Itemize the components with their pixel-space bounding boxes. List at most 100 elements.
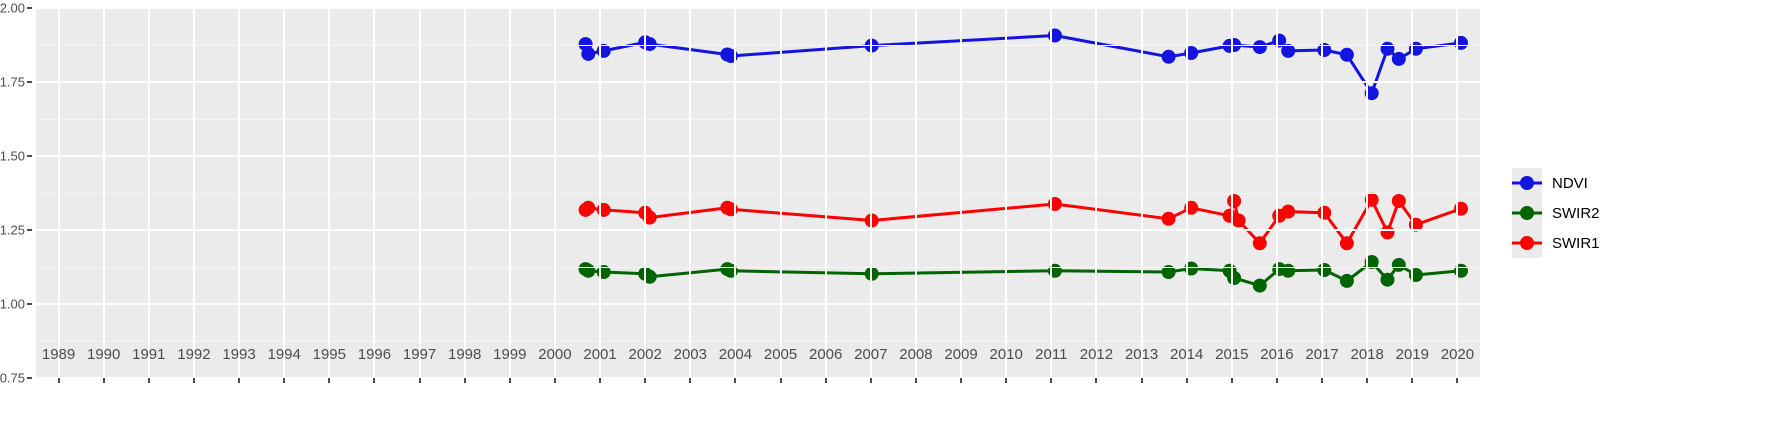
x-axis-tick-mark — [1411, 378, 1414, 383]
legend-key-icon — [1512, 198, 1542, 228]
data-point — [1339, 47, 1354, 62]
y-axis-tick-mark — [27, 303, 32, 305]
gridline-major-vertical — [1275, 8, 1278, 378]
y-axis-tick-mark — [27, 81, 32, 83]
x-axis-tick-mark — [1005, 378, 1008, 383]
gridline-major-horizontal — [36, 303, 1480, 305]
x-axis-tick-mark — [914, 378, 917, 383]
gridline-major-vertical — [1005, 8, 1008, 378]
data-point — [1184, 46, 1199, 60]
gridline-major-horizontal — [36, 8, 1480, 9]
gridline-major-vertical — [914, 8, 917, 378]
y-axis-tick-mark — [27, 155, 32, 157]
x-axis-tick-label: 2019 — [1395, 346, 1429, 363]
x-axis-tick-label: 1997 — [402, 346, 437, 363]
data-point — [723, 49, 738, 63]
series-swir2 — [578, 255, 1468, 293]
data-point — [1227, 271, 1242, 285]
data-point — [581, 200, 596, 215]
x-axis-tick-label: 2006 — [809, 346, 843, 363]
x-axis-tick-label: 2001 — [583, 346, 617, 363]
data-point — [1281, 43, 1296, 58]
data-point — [1161, 49, 1176, 64]
gridline-major-vertical — [779, 8, 782, 378]
gridline-major-vertical — [734, 8, 737, 378]
data-point — [1317, 205, 1332, 220]
x-axis-tick-label: 1996 — [357, 346, 392, 363]
gridline-major-vertical — [1321, 8, 1324, 378]
gridline-major-vertical — [508, 8, 511, 378]
x-axis-tick-mark — [1321, 378, 1324, 383]
gridline-major-vertical — [1185, 8, 1188, 378]
data-point — [1364, 255, 1379, 269]
x-axis-ticks — [36, 378, 1480, 386]
data-point — [1231, 213, 1246, 228]
legend-item-swir1[interactable]: SWIR1 — [1512, 228, 1762, 258]
x-axis-tick-mark — [1456, 378, 1459, 383]
gridline-major-vertical — [1456, 8, 1459, 378]
gridline-major-vertical — [599, 8, 602, 378]
gridline-major-vertical — [57, 8, 60, 378]
y-axis-tick-label: 1.25 — [0, 222, 25, 238]
x-axis-tick-label: 2004 — [718, 346, 753, 363]
gridline-minor-horizontal — [36, 341, 1480, 342]
data-point — [1184, 200, 1199, 215]
data-point — [642, 210, 657, 225]
gridline-major-vertical — [463, 8, 466, 378]
y-axis-tick-label: 2.00 — [0, 0, 25, 16]
x-axis-tick-mark — [1230, 378, 1233, 383]
y-axis-tick-label: 1.50 — [0, 148, 25, 164]
x-axis-tick-label: 1989 — [41, 346, 76, 363]
data-point — [1252, 278, 1267, 293]
x-axis-tick-label: 2016 — [1260, 346, 1294, 363]
gridline-major-vertical — [373, 8, 376, 378]
gridline-major-vertical — [869, 8, 872, 378]
y-axis: 0.75 1.00 1.25 1.50 1.75 2.00 — [0, 0, 34, 442]
y-axis-tick-label: 1.00 — [0, 296, 25, 312]
legend-label: SWIR1 — [1552, 234, 1600, 252]
gridline-major-vertical — [1095, 8, 1098, 378]
x-axis-tick-label: 1999 — [493, 346, 527, 363]
x-axis-tick-label: 2017 — [1305, 346, 1339, 363]
legend-key-icon — [1512, 228, 1542, 258]
x-axis-tick-label: 2009 — [944, 346, 978, 363]
x-axis-tick-mark — [147, 378, 150, 383]
x-axis-tick-mark — [644, 378, 647, 383]
gridline-minor-horizontal — [36, 45, 1480, 46]
data-point — [1339, 236, 1354, 251]
x-axis-tick-label: 1992 — [177, 346, 211, 363]
legend-item-swir2[interactable]: SWIR2 — [1512, 198, 1762, 228]
data-point — [1317, 263, 1332, 277]
x-axis-tick-label: 2011 — [1035, 346, 1068, 363]
x-axis-tick-mark — [869, 378, 872, 383]
x-axis-tick-mark — [1050, 378, 1053, 383]
x-axis-tick-label: 2002 — [628, 346, 662, 363]
y-axis-tick-label: 0.75 — [0, 370, 25, 386]
gridline-major-vertical — [824, 8, 827, 378]
series-line — [584, 198, 1463, 245]
legend-key-icon — [1512, 168, 1542, 198]
gridline-major-vertical — [238, 8, 241, 378]
x-axis-tick-mark — [960, 378, 963, 383]
legend-item-ndvi[interactable]: NDVI — [1512, 168, 1762, 198]
y-axis-tick-mark — [27, 229, 32, 231]
gridline-major-horizontal — [36, 81, 1480, 83]
data-point — [1391, 194, 1406, 208]
x-axis-tick-label: 1991 — [132, 346, 166, 363]
data-point — [581, 263, 596, 278]
x-axis-tick-label: 2000 — [538, 346, 572, 363]
gridline-major-vertical — [102, 8, 105, 378]
x-axis-tick-label: 2018 — [1350, 346, 1384, 363]
x-axis-tick-mark — [328, 378, 331, 383]
x-axis-tick-mark — [508, 378, 511, 383]
x-axis-tick-label: 2005 — [763, 346, 798, 363]
data-point — [1364, 86, 1379, 101]
data-point — [1184, 261, 1199, 276]
data-point — [1252, 236, 1267, 251]
gridline-major-vertical — [418, 8, 421, 378]
gridline-major-vertical — [1050, 8, 1053, 378]
x-axis-tick-mark — [283, 378, 286, 383]
x-axis-tick-mark — [192, 378, 195, 383]
x-axis-tick-label: 2012 — [1079, 346, 1114, 363]
